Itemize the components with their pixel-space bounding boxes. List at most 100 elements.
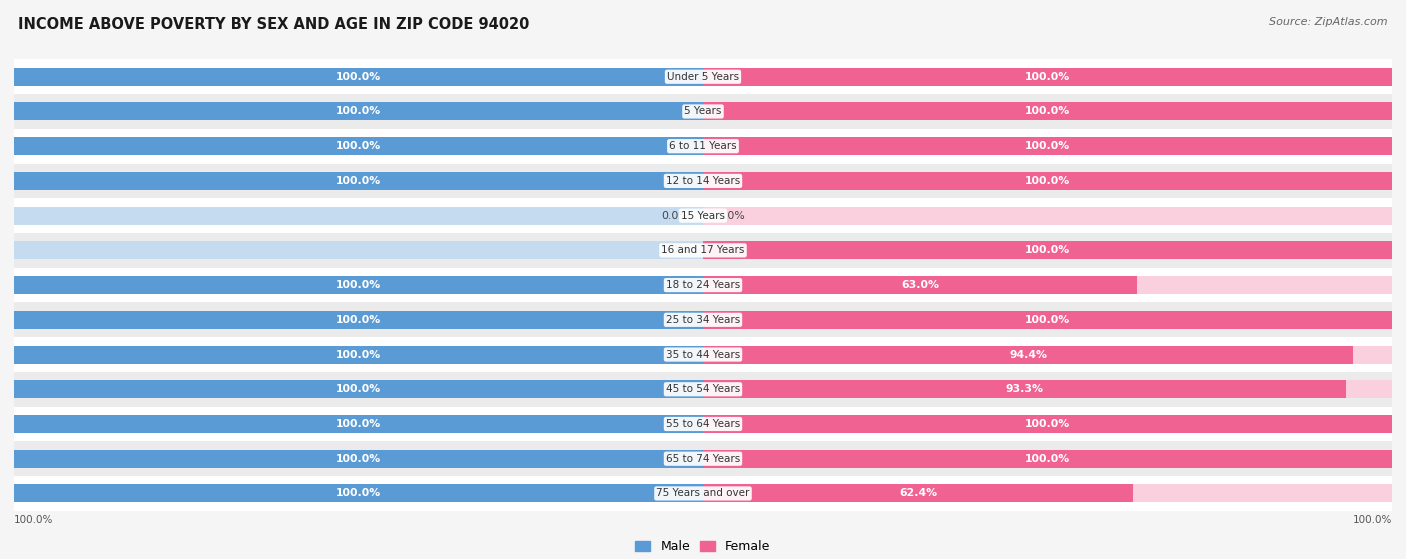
Bar — [14, 311, 703, 329]
Bar — [14, 372, 1392, 406]
Bar — [703, 485, 1392, 503]
Text: 100.0%: 100.0% — [336, 106, 381, 116]
Bar — [14, 68, 703, 86]
Bar — [703, 207, 1392, 225]
Bar — [703, 102, 1392, 121]
Text: 65 to 74 Years: 65 to 74 Years — [666, 454, 740, 464]
Bar — [14, 276, 703, 294]
Bar — [14, 311, 703, 329]
Text: 75 Years and over: 75 Years and over — [657, 489, 749, 499]
Text: 100.0%: 100.0% — [336, 141, 381, 151]
Bar — [14, 137, 703, 155]
Bar — [14, 164, 1392, 198]
Text: 100.0%: 100.0% — [336, 489, 381, 499]
Bar — [14, 345, 703, 363]
Bar — [703, 276, 1137, 294]
Bar — [14, 406, 1392, 442]
Text: 100.0%: 100.0% — [1353, 515, 1392, 525]
Text: 100.0%: 100.0% — [336, 72, 381, 82]
Bar — [703, 380, 1346, 399]
Bar — [703, 68, 1392, 86]
Text: 100.0%: 100.0% — [336, 384, 381, 394]
Text: 100.0%: 100.0% — [1025, 454, 1070, 464]
Text: 0.0%: 0.0% — [717, 211, 745, 221]
Bar — [14, 102, 703, 121]
Text: 55 to 64 Years: 55 to 64 Years — [666, 419, 740, 429]
Bar — [14, 485, 703, 503]
Bar — [703, 345, 1392, 363]
Bar — [703, 172, 1392, 190]
Bar — [703, 276, 1392, 294]
Text: 12 to 14 Years: 12 to 14 Years — [666, 176, 740, 186]
Bar — [14, 207, 703, 225]
Text: 100.0%: 100.0% — [1025, 106, 1070, 116]
Bar — [14, 233, 1392, 268]
Text: 100.0%: 100.0% — [1025, 245, 1070, 255]
Text: 94.4%: 94.4% — [1010, 349, 1047, 359]
Text: 35 to 44 Years: 35 to 44 Years — [666, 349, 740, 359]
Bar — [703, 449, 1392, 468]
Bar — [14, 129, 1392, 164]
Bar — [14, 198, 1392, 233]
Bar — [703, 137, 1392, 155]
Bar — [14, 241, 703, 259]
Bar — [703, 241, 1392, 259]
Text: 100.0%: 100.0% — [1025, 176, 1070, 186]
Bar — [14, 102, 703, 121]
Text: Under 5 Years: Under 5 Years — [666, 72, 740, 82]
Bar — [703, 311, 1392, 329]
Text: 100.0%: 100.0% — [336, 349, 381, 359]
Text: INCOME ABOVE POVERTY BY SEX AND AGE IN ZIP CODE 94020: INCOME ABOVE POVERTY BY SEX AND AGE IN Z… — [18, 17, 530, 32]
Text: 100.0%: 100.0% — [336, 454, 381, 464]
Text: 16 and 17 Years: 16 and 17 Years — [661, 245, 745, 255]
Bar — [703, 380, 1392, 399]
Bar — [703, 102, 1392, 121]
Bar — [14, 268, 1392, 302]
Text: 6 to 11 Years: 6 to 11 Years — [669, 141, 737, 151]
Bar — [14, 476, 1392, 511]
Bar — [14, 380, 703, 399]
Bar — [14, 337, 1392, 372]
Text: 100.0%: 100.0% — [336, 419, 381, 429]
Text: 5 Years: 5 Years — [685, 106, 721, 116]
Text: 45 to 54 Years: 45 to 54 Years — [666, 384, 740, 394]
Legend: Male, Female: Male, Female — [630, 536, 776, 558]
Text: Source: ZipAtlas.com: Source: ZipAtlas.com — [1270, 17, 1388, 27]
Bar — [703, 241, 1392, 259]
Text: 0.0%: 0.0% — [661, 245, 689, 255]
Text: 25 to 34 Years: 25 to 34 Years — [666, 315, 740, 325]
Bar — [14, 172, 703, 190]
Bar — [14, 380, 703, 399]
Bar — [14, 59, 1392, 94]
Bar — [703, 449, 1392, 468]
Bar — [703, 485, 1133, 503]
Bar — [14, 449, 703, 468]
Bar — [14, 345, 703, 363]
Text: 0.0%: 0.0% — [661, 211, 689, 221]
Text: 100.0%: 100.0% — [336, 176, 381, 186]
Text: 62.4%: 62.4% — [898, 489, 936, 499]
Bar — [703, 68, 1392, 86]
Text: 100.0%: 100.0% — [1025, 315, 1070, 325]
Bar — [14, 94, 1392, 129]
Bar — [703, 345, 1354, 363]
Text: 100.0%: 100.0% — [14, 515, 53, 525]
Bar — [14, 415, 703, 433]
Bar — [14, 442, 1392, 476]
Bar — [14, 485, 703, 503]
Bar — [703, 415, 1392, 433]
Text: 63.0%: 63.0% — [901, 280, 939, 290]
Text: 100.0%: 100.0% — [336, 280, 381, 290]
Bar — [14, 449, 703, 468]
Bar — [14, 276, 703, 294]
Text: 100.0%: 100.0% — [1025, 72, 1070, 82]
Bar — [14, 302, 1392, 337]
Bar — [14, 415, 703, 433]
Bar — [14, 172, 703, 190]
Bar — [14, 68, 703, 86]
Bar — [703, 311, 1392, 329]
Text: 100.0%: 100.0% — [336, 315, 381, 325]
Text: 18 to 24 Years: 18 to 24 Years — [666, 280, 740, 290]
Bar — [703, 172, 1392, 190]
Text: 100.0%: 100.0% — [1025, 141, 1070, 151]
